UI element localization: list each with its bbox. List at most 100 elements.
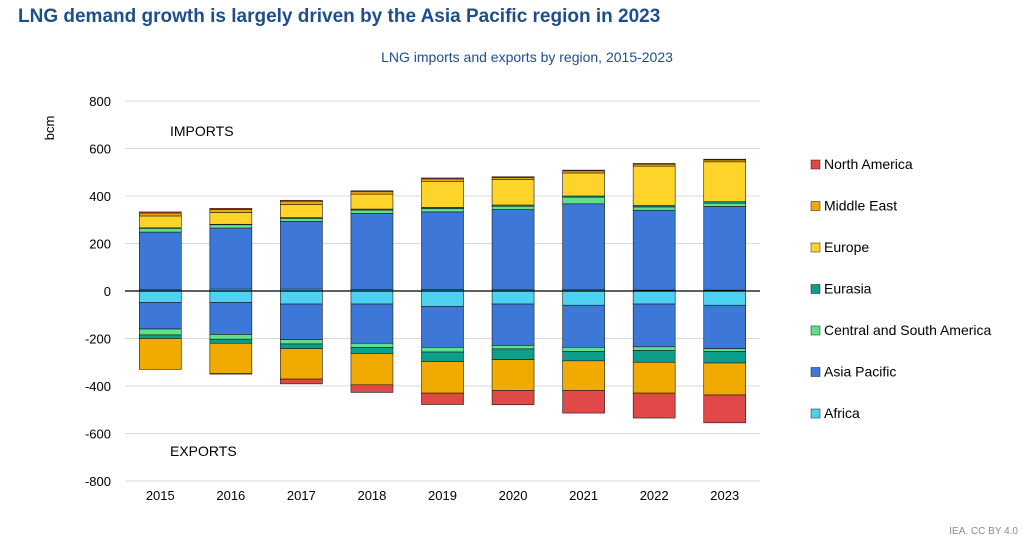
y-tick-label: 0 — [104, 284, 111, 299]
source-note: IEA. CC BY 4.0 — [949, 526, 1018, 537]
legend-swatch — [811, 285, 820, 294]
bar-export-central-and-south-america — [351, 343, 393, 347]
bar-import-north-america — [351, 191, 393, 192]
bar-export-asia-pacific — [351, 304, 393, 343]
x-tick-label: 2017 — [287, 488, 316, 503]
bar-import-central-and-south-america — [492, 206, 534, 209]
bar-export-asia-pacific — [422, 306, 464, 347]
y-axis-label: bcm — [42, 116, 57, 141]
bar-export-eurasia — [210, 339, 252, 343]
legend-label: Central and South America — [824, 322, 992, 338]
bar-import-europe — [422, 181, 464, 207]
x-tick-label: 2021 — [569, 488, 598, 503]
bar-export-eurasia — [351, 348, 393, 354]
bar-export-asia-pacific — [563, 305, 605, 347]
bar-import-north-america — [704, 159, 746, 160]
bar-export-eurasia — [280, 344, 322, 349]
bar-import-asia-pacific — [563, 204, 605, 290]
y-tick-label: -400 — [85, 379, 111, 394]
bar-import-asia-pacific — [633, 210, 675, 290]
bar-export-middle-east — [210, 343, 252, 373]
y-tick-label: -800 — [85, 474, 111, 489]
bar-export-north-america — [633, 393, 675, 418]
bar-export-north-america — [280, 379, 322, 384]
bar-export-eurasia — [704, 352, 746, 363]
bar-export-middle-east — [139, 339, 181, 370]
bar-import-asia-pacific — [210, 228, 252, 289]
bar-export-asia-pacific — [492, 304, 534, 345]
bar-export-eurasia — [139, 335, 181, 339]
x-tick-label: 2018 — [357, 488, 386, 503]
y-tick-label: 400 — [89, 189, 111, 204]
bar-export-africa — [422, 291, 464, 306]
bar-export-africa — [280, 291, 322, 304]
bar-export-middle-east — [351, 353, 393, 384]
bar-export-africa — [139, 291, 181, 302]
bar-export-asia-pacific — [633, 304, 675, 347]
bar-export-africa — [633, 291, 675, 304]
bar-import-central-and-south-america — [563, 197, 605, 204]
bar-export-eurasia — [563, 351, 605, 361]
legend-label: Eurasia — [824, 281, 872, 297]
bar-export-eurasia — [492, 349, 534, 360]
legend-swatch — [811, 326, 820, 335]
bar-export-north-america — [492, 391, 534, 405]
bar-import-north-america — [139, 212, 181, 213]
bar-import-europe — [280, 205, 322, 218]
bar-import-north-america — [492, 177, 534, 178]
bar-import-europe — [210, 212, 252, 224]
legend-swatch — [811, 409, 820, 418]
bar-import-north-america — [633, 163, 675, 164]
bar-import-middle-east — [351, 192, 393, 194]
y-tick-label: -200 — [85, 332, 111, 347]
bar-import-central-and-south-america — [210, 225, 252, 228]
bar-import-asia-pacific — [139, 232, 181, 290]
bar-import-asia-pacific — [280, 221, 322, 289]
bar-export-central-and-south-america — [704, 349, 746, 352]
legend-label: Asia Pacific — [824, 364, 896, 380]
bar-export-central-and-south-america — [210, 334, 252, 339]
bar-export-asia-pacific — [139, 302, 181, 329]
bar-export-middle-east — [422, 362, 464, 394]
legend-swatch — [811, 368, 820, 377]
x-tick-label: 2020 — [499, 488, 528, 503]
legend-label: Middle East — [824, 198, 897, 214]
y-tick-label: 800 — [89, 94, 111, 109]
y-tick-label: -600 — [85, 427, 111, 442]
bar-export-eurasia — [422, 352, 464, 362]
bar-export-north-america — [422, 393, 464, 404]
bar-import-asia-pacific — [492, 210, 534, 290]
bar-export-africa — [492, 291, 534, 304]
bar-import-central-and-south-america — [280, 218, 322, 221]
bar-export-middle-east — [492, 360, 534, 391]
x-tick-label: 2019 — [428, 488, 457, 503]
bar-import-europe — [704, 162, 746, 202]
bar-import-europe — [139, 216, 181, 228]
x-tick-label: 2015 — [146, 488, 175, 503]
bar-import-central-and-south-america — [633, 207, 675, 210]
bar-import-central-and-south-america — [704, 203, 746, 206]
bar-import-asia-pacific — [351, 213, 393, 289]
exports-annotation: EXPORTS — [170, 443, 237, 459]
bar-export-africa — [210, 291, 252, 302]
bar-export-central-and-south-america — [563, 347, 605, 351]
bar-import-north-america — [210, 208, 252, 209]
bar-import-central-and-south-america — [351, 210, 393, 213]
bar-export-africa — [351, 291, 393, 304]
legend-label: Europe — [824, 239, 869, 255]
bar-import-europe — [492, 179, 534, 205]
bar-export-central-and-south-america — [633, 347, 675, 351]
legend-swatch — [811, 243, 820, 252]
y-tick-label: 600 — [89, 142, 111, 157]
bar-import-north-america — [422, 178, 464, 179]
bar-import-asia-pacific — [422, 212, 464, 290]
bar-import-middle-east — [563, 171, 605, 173]
bar-export-asia-pacific — [280, 304, 322, 340]
bar-export-middle-east — [704, 363, 746, 395]
bar-import-central-and-south-america — [139, 228, 181, 232]
bar-export-central-and-south-america — [492, 345, 534, 349]
